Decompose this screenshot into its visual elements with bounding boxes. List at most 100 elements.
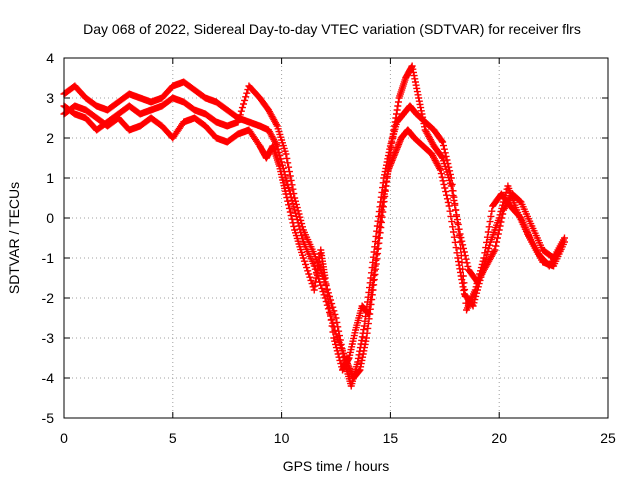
y-tick-label: -5 — [42, 410, 55, 426]
data-point — [440, 145, 448, 153]
data-point — [303, 264, 311, 272]
data-point — [304, 267, 312, 275]
x-tick-label: 15 — [383, 430, 399, 446]
data-point — [329, 328, 337, 336]
data-point — [328, 322, 336, 330]
data-point — [500, 195, 508, 203]
data-point — [451, 238, 459, 246]
data-point — [291, 194, 299, 202]
y-tick-label: 0 — [46, 210, 54, 226]
data-point — [500, 198, 508, 206]
x-tick-label: 5 — [169, 430, 177, 446]
data-point — [479, 267, 487, 275]
data-point — [335, 327, 343, 335]
data-point — [481, 257, 489, 265]
data-point — [446, 207, 454, 215]
data-point — [474, 283, 482, 291]
data-point — [452, 206, 460, 214]
data-point — [335, 353, 343, 361]
data-point — [452, 244, 460, 252]
data-point — [298, 223, 306, 231]
data-point — [475, 280, 483, 288]
data-point — [441, 184, 449, 192]
data-point — [325, 304, 333, 312]
data-point — [332, 314, 340, 322]
data-point — [441, 149, 449, 157]
data-point — [330, 307, 338, 315]
data-point — [494, 230, 502, 238]
data-point — [237, 107, 245, 115]
data-point — [497, 208, 505, 216]
data-point — [302, 260, 310, 268]
data-point — [330, 334, 338, 342]
data-point — [490, 248, 498, 256]
data-point — [446, 167, 454, 175]
data-point — [436, 164, 444, 172]
data-point — [453, 249, 461, 257]
data-point — [285, 201, 293, 209]
data-point — [235, 114, 243, 122]
data-point — [491, 246, 499, 254]
data-point — [323, 286, 331, 294]
data-point — [287, 212, 295, 220]
data-point — [236, 111, 244, 119]
data-point — [454, 225, 462, 233]
data-point — [455, 232, 463, 240]
data-point — [473, 289, 481, 297]
data-point — [501, 192, 509, 200]
data-point — [447, 212, 455, 220]
data-point — [243, 89, 251, 97]
data-point — [328, 300, 336, 308]
data-point — [471, 296, 479, 304]
y-tick-label: 4 — [46, 50, 54, 66]
chart-title: Day 068 of 2022, Sidereal Day-to-day VTE… — [83, 21, 581, 37]
data-point — [334, 350, 342, 358]
y-axis-label: SDTVAR / TECUs — [6, 182, 22, 294]
data-point — [438, 137, 446, 145]
data-point — [502, 188, 510, 196]
data-point — [442, 152, 450, 160]
data-point — [322, 280, 330, 288]
data-point — [499, 201, 507, 209]
y-tick-label: -3 — [42, 330, 55, 346]
y-tick-label: -2 — [42, 290, 55, 306]
data-point — [442, 188, 450, 196]
data-point — [331, 337, 339, 345]
data-point — [288, 181, 296, 189]
data-point — [473, 286, 481, 294]
data-point — [477, 273, 485, 281]
data-point — [486, 218, 494, 226]
data-point — [335, 332, 343, 340]
data-point — [320, 291, 328, 299]
series-track-a — [60, 62, 568, 382]
x-tick-label: 0 — [60, 430, 68, 446]
data-point — [333, 347, 341, 355]
y-tick-label: -1 — [42, 250, 55, 266]
data-point — [285, 168, 293, 176]
data-point — [460, 248, 468, 256]
data-point — [556, 246, 564, 254]
data-point — [488, 207, 496, 215]
data-point — [445, 163, 453, 171]
data-point — [238, 104, 246, 112]
data-point — [284, 159, 292, 167]
data-point — [242, 93, 250, 101]
x-tick-label: 25 — [600, 430, 616, 446]
data-point — [305, 270, 313, 278]
y-tick-label: 1 — [46, 170, 54, 186]
data-point — [496, 211, 504, 219]
data-point — [296, 213, 304, 221]
data-point — [336, 356, 344, 364]
data-point — [234, 118, 242, 126]
data-point — [295, 210, 303, 218]
data-point — [300, 257, 308, 265]
data-point — [487, 212, 495, 220]
data-point — [284, 197, 292, 205]
data-point — [438, 173, 446, 181]
data-point — [464, 262, 472, 270]
data-point — [339, 349, 347, 357]
data-point — [450, 193, 458, 201]
data-point — [332, 344, 340, 352]
data-point — [482, 244, 490, 252]
